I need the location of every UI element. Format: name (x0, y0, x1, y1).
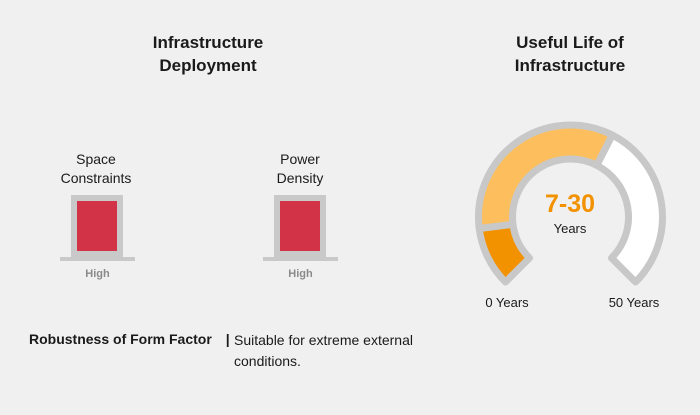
space-constraints-label: Space Constraints (46, 150, 146, 188)
robustness-row: Robustness of Form Factor | (29, 331, 230, 347)
useful-life-unit: Years (553, 221, 587, 236)
robustness-text-line1: Suitable for extreme external (234, 332, 413, 348)
power-label-line1: Power (280, 151, 320, 167)
useful-life-gauge (475, 121, 666, 286)
space-label-line2: Constraints (60, 170, 132, 186)
robustness-description: Suitable for extreme external conditions… (234, 330, 474, 372)
robustness-label: Robustness of Form Factor (29, 331, 212, 347)
useful-life-value: 7-30 (544, 190, 596, 218)
power-level: High (288, 268, 313, 280)
gauge-segment-high (593, 131, 666, 286)
gauge-min-label: 0 Years (485, 295, 529, 310)
robustness-separator: | (225, 331, 230, 347)
power-label-line2: Density (276, 170, 324, 186)
deployment-title: Infrastructure Deployment (108, 31, 308, 77)
space-constraints-indicator (60, 195, 135, 265)
deployment-title-line2: Deployment (159, 56, 257, 75)
power-bar-base (263, 257, 338, 261)
useful-life-title-line2: Infrastructure (514, 56, 626, 75)
power-bar-fill (280, 201, 320, 251)
deployment-title-line1: Infrastructure (152, 33, 264, 52)
space-bar-fill (77, 201, 117, 251)
space-bar-base (60, 257, 135, 261)
gauge-segment-band (475, 121, 616, 233)
useful-life-title-line1: Useful Life of (516, 33, 624, 52)
useful-life-title: Useful Life of Infrastructure (470, 31, 670, 77)
power-density-label: Power Density (250, 150, 350, 188)
power-density-indicator (263, 195, 338, 265)
space-level: High (85, 268, 110, 280)
robustness-text-line2: conditions. (234, 353, 301, 369)
space-label-line1: Space (76, 151, 116, 167)
gauge-max-label: 50 Years (608, 295, 660, 310)
